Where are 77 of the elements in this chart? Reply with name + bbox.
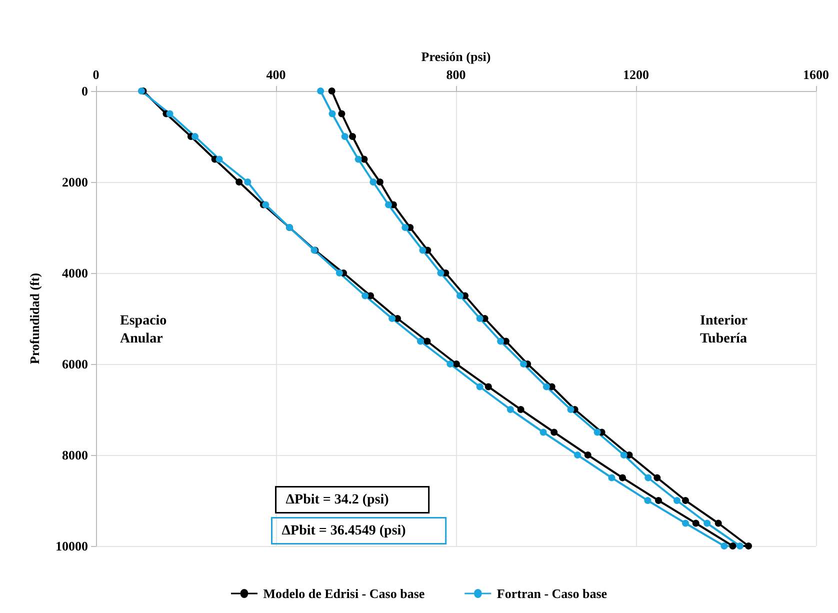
y-tick-label: 10000 [56,538,88,554]
point [456,292,464,300]
y-tick-label: 8000 [62,448,88,462]
point [550,428,558,436]
y-axis-title: Profundidad (ft) [27,272,42,364]
point [317,88,324,94]
x-tick-label: 0 [92,67,100,82]
point [517,406,524,413]
x-tick-label: 1200 [623,67,649,82]
point [619,474,626,482]
point [419,246,426,254]
point [644,497,652,504]
annotation: ΔPbit = 34.2 (psi) [286,492,390,508]
point [682,520,689,527]
x-tick-label: 800 [446,67,466,82]
x-tick-label: 1600 [803,67,829,82]
legend-label: Fortran - Caso base [496,586,608,601]
annotation: Espacio Anular [120,314,167,346]
point [354,156,362,163]
point [673,497,680,504]
legend-label: Modelo de Edrisi - Caso base [263,586,425,601]
point [720,542,728,550]
point [244,178,252,186]
point [608,474,616,482]
point [520,360,527,368]
x-tick-label: 400 [266,67,286,82]
point [376,178,384,186]
annotation: ΔPbit = 36.4549 (psi) [282,523,406,538]
point [506,406,514,413]
point [338,110,346,118]
point [476,315,484,322]
point [714,520,722,527]
y-tick-label: 2000 [62,174,88,190]
point [402,224,409,231]
y-tick-label: 6000 [62,356,88,372]
point [644,474,652,482]
point [166,110,174,118]
point [540,428,547,436]
point [341,133,348,140]
point [370,178,377,186]
point [497,338,504,345]
point [704,520,711,527]
point [262,201,270,208]
point [594,428,601,436]
point [729,542,736,550]
y-tick-label: 4000 [62,266,88,280]
point [192,133,198,140]
point [452,360,460,368]
point [385,201,392,208]
point [736,542,744,550]
point [362,292,369,300]
point [574,452,581,458]
point [654,474,661,482]
point [484,383,492,390]
point [567,406,574,413]
point [542,383,550,390]
point [692,520,700,527]
point [476,383,484,390]
point [349,133,356,140]
x-axis-title: Presión (psi) [421,49,491,64]
point [620,452,628,458]
point [416,338,424,345]
point [424,338,431,345]
point [437,270,444,276]
point [236,178,243,186]
point [745,542,752,550]
point [328,88,336,94]
point [328,110,336,118]
point [216,156,223,163]
annotation: Interior Tubería [700,314,748,346]
point [584,452,592,458]
point [682,497,689,504]
point [388,315,396,322]
y-tick-label: 0 [82,84,88,98]
point [446,360,454,368]
point [655,497,662,504]
point [336,270,343,276]
